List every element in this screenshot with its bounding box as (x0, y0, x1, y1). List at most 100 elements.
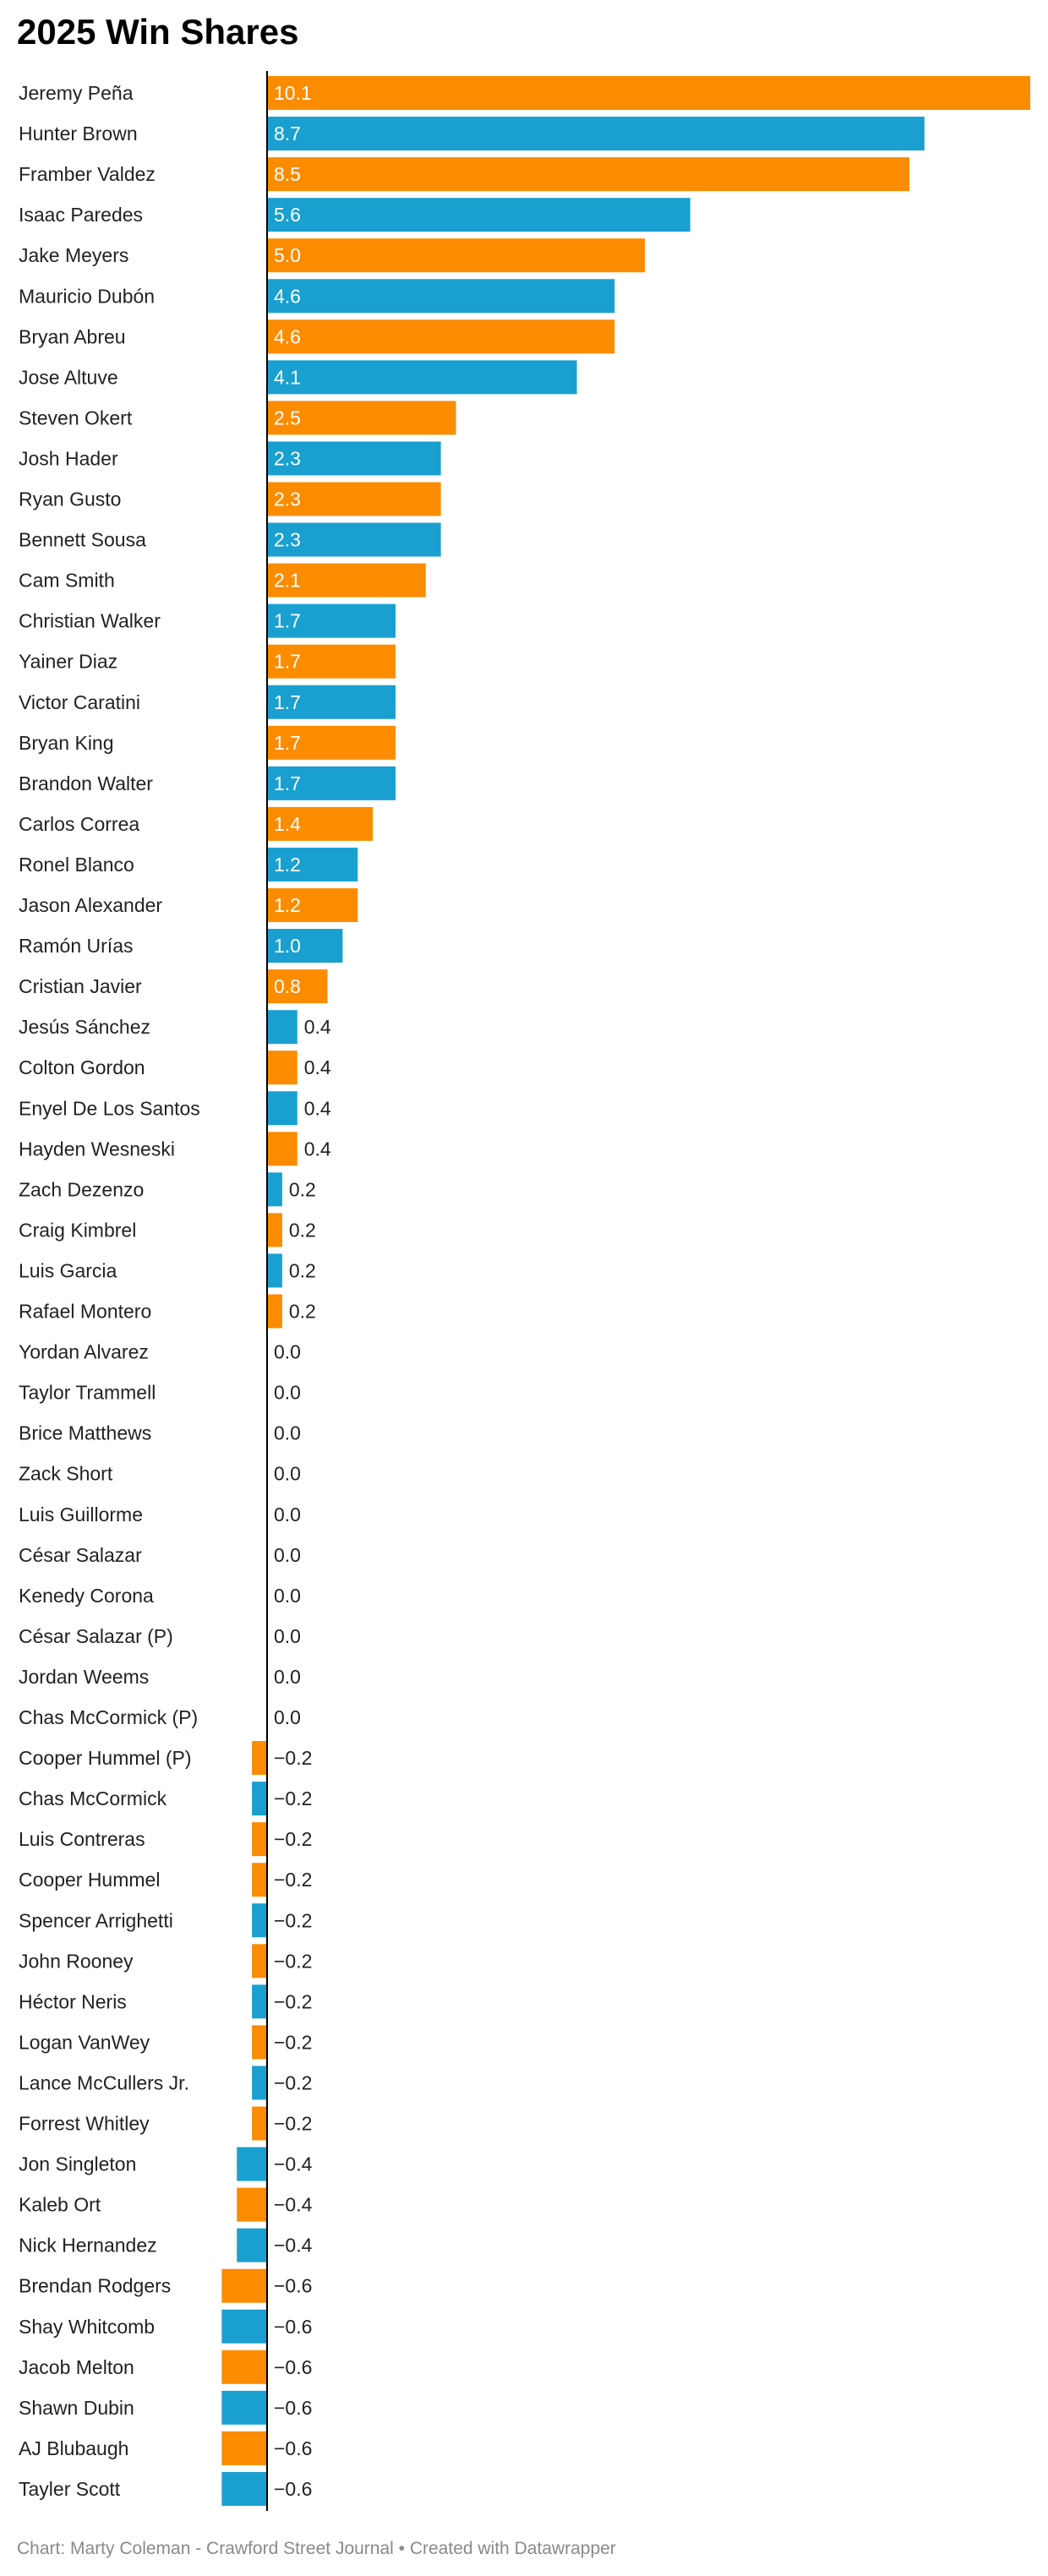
value-label: −0.6 (274, 2356, 312, 2378)
bar (267, 401, 456, 435)
category-label: Craig Kimbrel (19, 1219, 136, 1241)
value-label: −0.6 (274, 2275, 312, 2297)
value-label: 0.0 (274, 1463, 301, 1485)
category-label: Carlos Correa (19, 813, 139, 835)
value-label: 1.7 (274, 610, 301, 632)
bar (252, 1944, 267, 1978)
category-label: Brandon Walter (19, 772, 153, 794)
value-label: −0.2 (274, 1828, 312, 1850)
value-label: 1.2 (274, 894, 301, 916)
value-label: 0.0 (274, 1341, 301, 1363)
category-label: Steven Okert (19, 407, 133, 428)
category-label: Shay Whitcomb (19, 2316, 155, 2338)
value-label: 1.7 (274, 651, 301, 673)
value-label: −0.2 (274, 2113, 312, 2135)
value-label: 1.7 (274, 732, 301, 754)
chart-credit: Chart: Marty Coleman - Crawford Street J… (17, 2539, 616, 2558)
value-label: 2.5 (274, 407, 301, 428)
category-label: Lance McCullers Jr. (19, 2071, 189, 2093)
category-label: Cristian Javier (19, 975, 142, 997)
category-label: Jesús Sánchez (19, 1016, 150, 1038)
bar (267, 1253, 282, 1288)
value-label: −0.2 (274, 1950, 312, 1972)
category-label: Ronel Blanco (19, 854, 134, 876)
category-label: Luis Guillorme (19, 1504, 143, 1525)
bar (267, 238, 646, 273)
value-label: −0.2 (274, 1990, 312, 2012)
category-label: Jason Alexander (19, 894, 162, 916)
bar (221, 2268, 267, 2303)
bar (267, 1010, 297, 1045)
value-label: 2.3 (274, 529, 301, 551)
category-label: Zack Short (19, 1463, 113, 1485)
bars (221, 76, 1030, 2506)
value-label: 0.0 (274, 1585, 301, 1607)
value-label: 4.1 (274, 366, 301, 388)
bar (237, 2147, 267, 2181)
bar (252, 2066, 267, 2100)
category-label: Enyel De Los Santos (19, 1097, 200, 1119)
bar (267, 969, 328, 1004)
value-label: 4.6 (274, 325, 301, 347)
value-label: 0.0 (274, 1666, 301, 1688)
value-label: 4.6 (274, 285, 301, 307)
bar (267, 766, 396, 800)
value-label: 0.8 (274, 975, 301, 997)
bar (267, 1091, 297, 1126)
value-label: 0.4 (304, 1016, 331, 1038)
value-label: 0.0 (274, 1706, 301, 1728)
value-label: 8.7 (274, 123, 301, 145)
category-label: Hunter Brown (19, 123, 138, 145)
bar (267, 644, 396, 679)
bar (267, 806, 374, 841)
category-label: Logan VanWey (19, 2031, 150, 2053)
value-label: 0.0 (274, 1382, 301, 1404)
bar (267, 1213, 282, 1247)
category-label: Cooper Hummel (P) (19, 1747, 192, 1769)
category-label: Ramón Urías (19, 935, 133, 957)
bar (267, 888, 358, 922)
value-label: −0.4 (274, 2235, 313, 2257)
category-label: Spencer Arrighetti (19, 1909, 173, 1931)
value-label: −0.6 (274, 2478, 312, 2500)
category-label: AJ Blubaugh (19, 2437, 128, 2459)
value-label: −0.2 (274, 1787, 312, 1809)
bar (267, 563, 426, 598)
value-label: −0.2 (274, 1869, 312, 1891)
bar (267, 929, 343, 963)
category-label: Jacob Melton (19, 2356, 134, 2378)
value-label: 0.0 (274, 1422, 301, 1444)
category-label: Yainer Diaz (19, 651, 117, 673)
category-label: John Rooney (19, 1950, 134, 1972)
bar (267, 725, 396, 760)
category-label: Tayler Scott (19, 2478, 121, 2500)
bar (221, 2431, 267, 2465)
bar (267, 603, 396, 638)
category-label: Zach Dezenzo (19, 1178, 144, 1200)
value-label: 0.2 (289, 1301, 316, 1323)
bar (267, 157, 909, 192)
category-label: Forrest Whitley (19, 2113, 150, 2135)
category-label: Bryan King (19, 732, 114, 754)
value-label: −0.6 (274, 2437, 312, 2459)
value-label: 8.5 (274, 163, 301, 185)
category-label: Yordan Alvarez (19, 1341, 149, 1363)
bar (252, 1903, 267, 1938)
value-label: −0.4 (274, 2194, 313, 2216)
bar (221, 2390, 267, 2425)
bar (267, 198, 690, 232)
category-label: Hayden Wesneski (19, 1138, 175, 1160)
value-label: −0.6 (274, 2397, 312, 2419)
category-label: Taylor Trammell (19, 1382, 156, 1404)
bar (267, 360, 577, 395)
bar (267, 117, 925, 151)
category-label: César Salazar (19, 1544, 142, 1566)
bar (267, 319, 615, 354)
value-label: 1.7 (274, 691, 301, 713)
bar (267, 1051, 297, 1085)
bar (252, 2025, 267, 2060)
value-label: 0.2 (289, 1259, 316, 1281)
bar (267, 76, 1030, 110)
bar (237, 2187, 267, 2222)
